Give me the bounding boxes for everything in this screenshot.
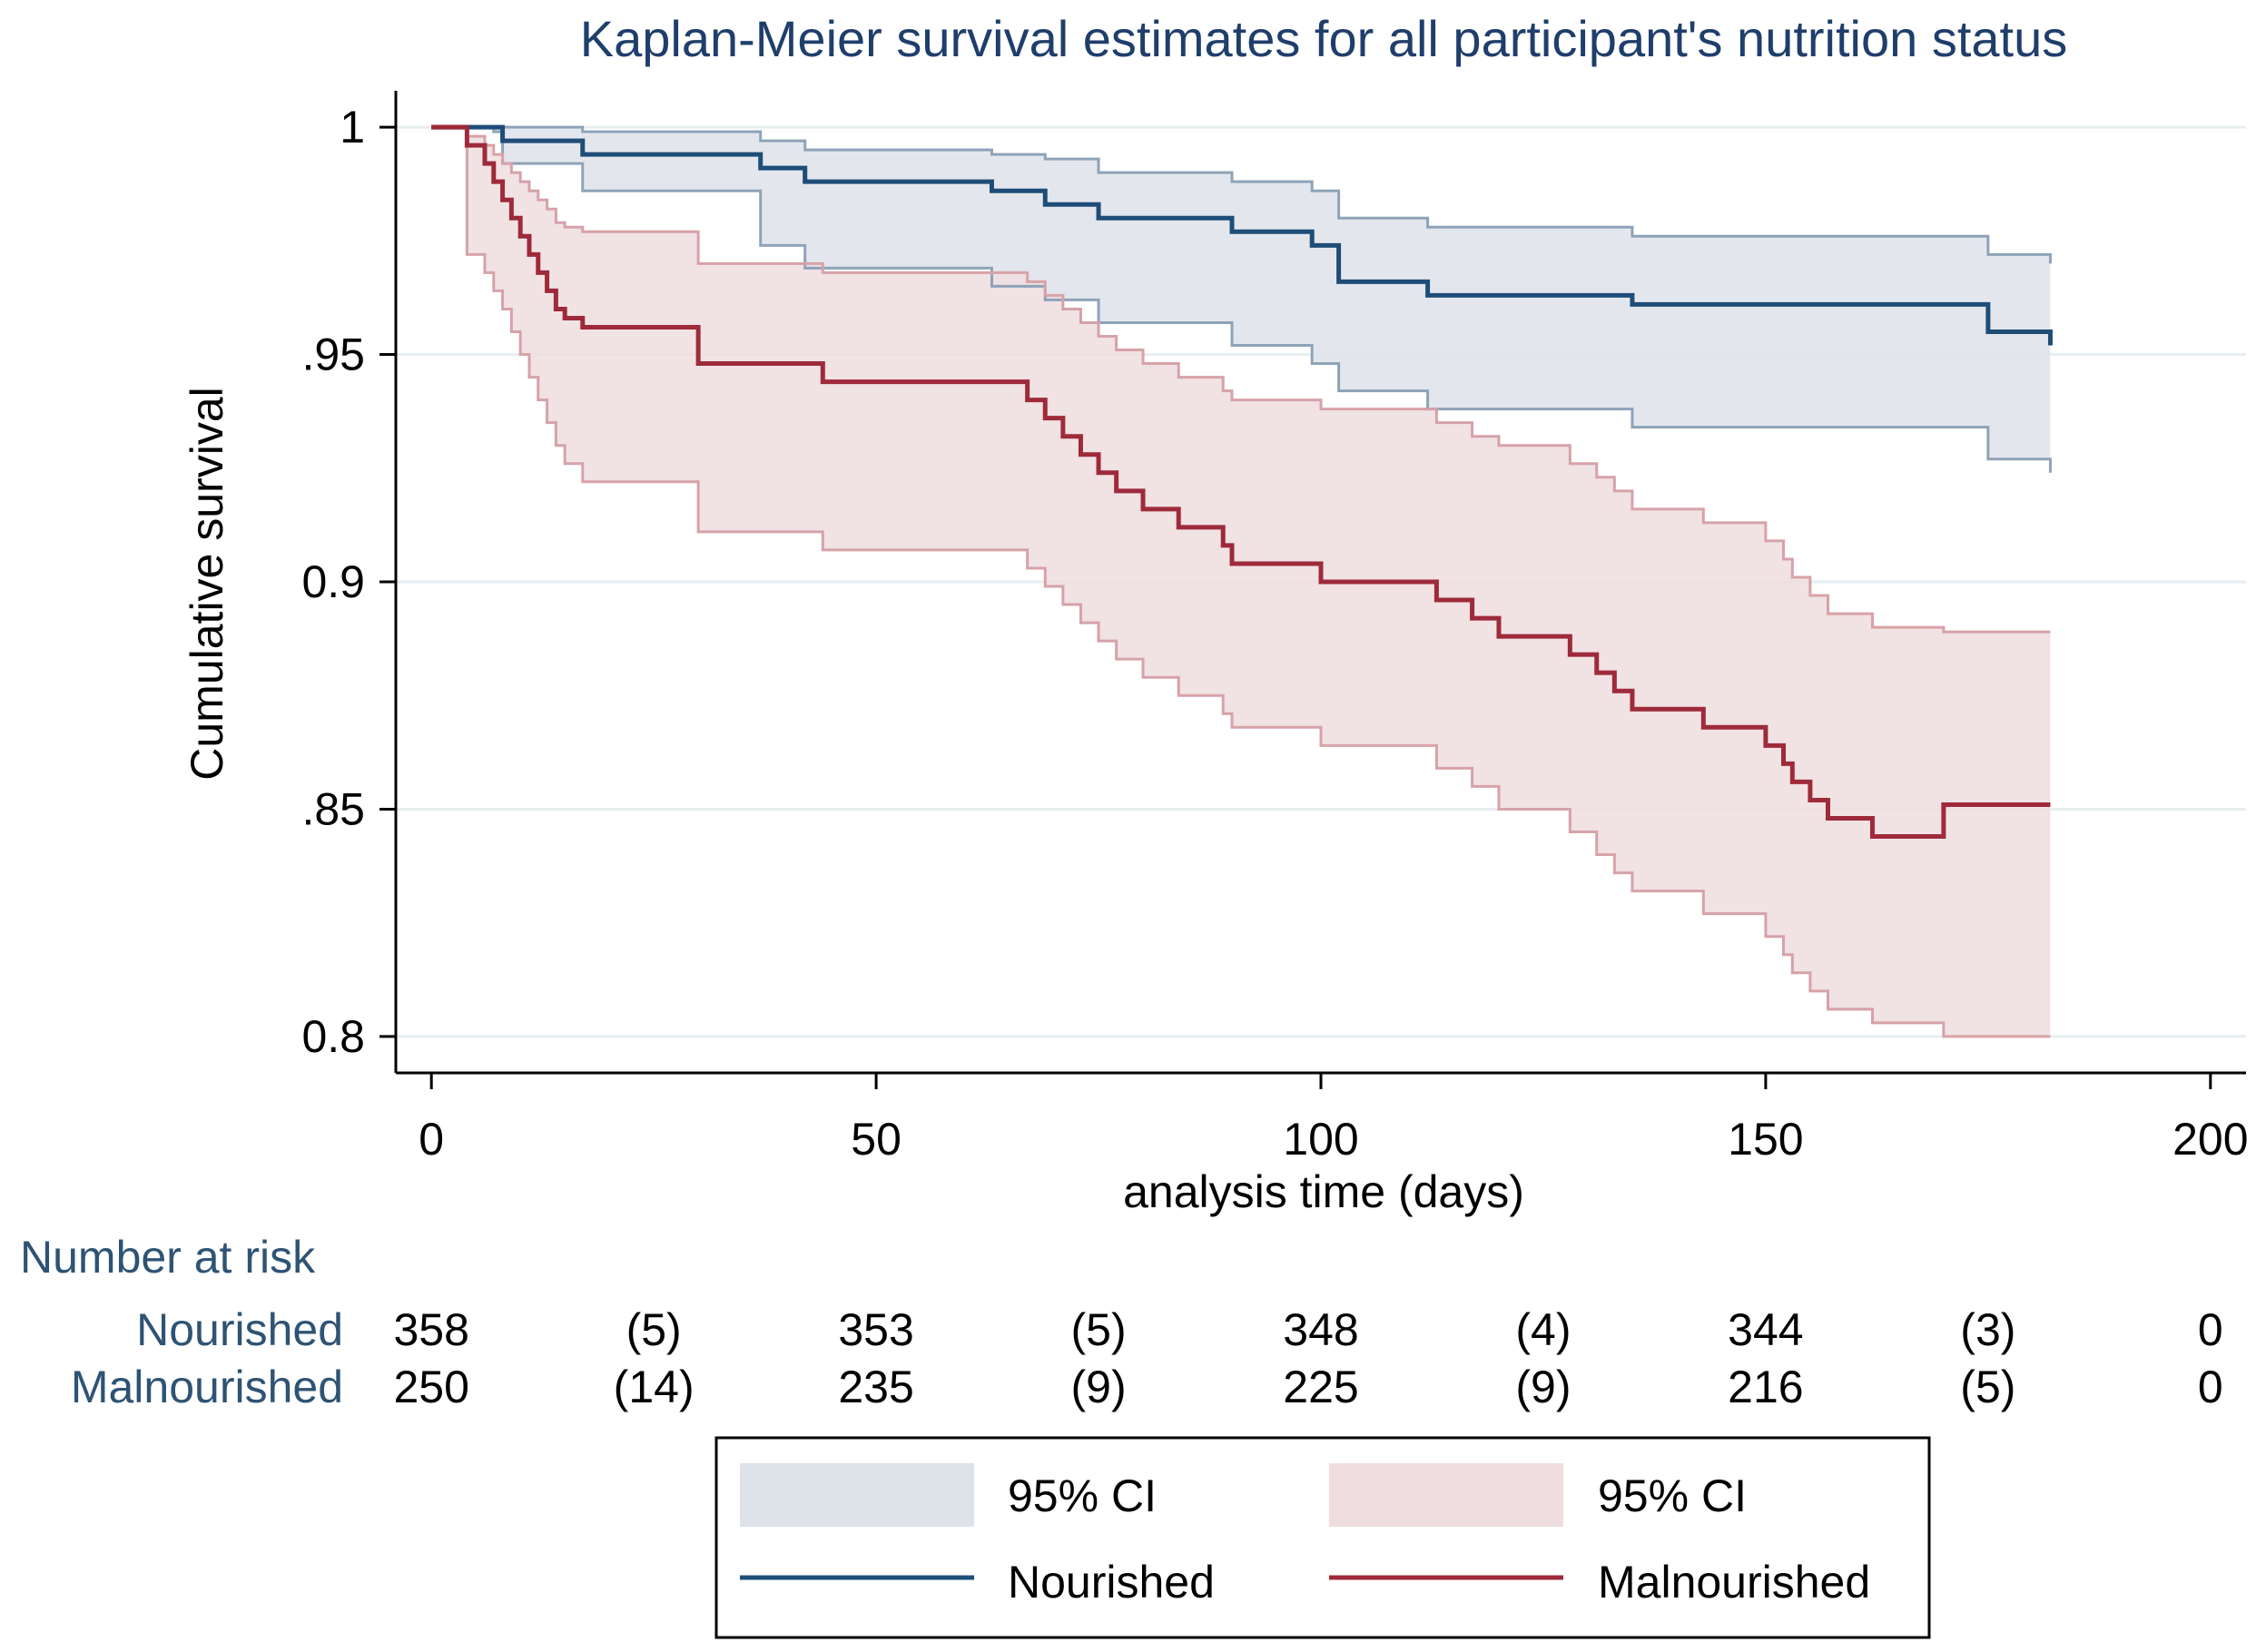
nourished-ci-lower-line: [431, 125, 2052, 473]
legend-label-1: 95% CI: [1598, 1470, 1747, 1521]
x-axis-label: analysis time (days): [1123, 1166, 1524, 1217]
risk-value-malnourished-0: 250: [393, 1362, 468, 1412]
x-tick-label-4: 200: [2172, 1114, 2248, 1165]
legend-label-3: Malnourished: [1598, 1557, 1870, 1608]
x-tick-label-2: 100: [1283, 1114, 1358, 1165]
risk-value-nourished-2: 353: [838, 1304, 913, 1355]
risk-value-malnourished-1: (14): [614, 1362, 695, 1412]
risk-value-nourished-5: (4): [1515, 1304, 1571, 1355]
nourished-ci-band: [431, 127, 2051, 473]
x-tick-label-0: 0: [419, 1114, 444, 1165]
nourished-survival-line: [431, 124, 2053, 346]
chart-title: Kaplan-Meier survival estimates for all …: [580, 10, 2068, 67]
malnourished-ci-lower-line: [431, 125, 2051, 1038]
risk-value-nourished-4: 348: [1283, 1304, 1358, 1355]
axes: 0.8 .85 0.9 .95 1 0 50 100 150 200: [301, 91, 2249, 1165]
risk-value-malnourished-5: (9): [1515, 1362, 1571, 1412]
y-tick-label-0: 0.8: [301, 1011, 365, 1062]
y-tick-label-2: 0.9: [301, 556, 365, 607]
risk-value-malnourished-2: 235: [838, 1362, 913, 1412]
risk-value-nourished-3: (5): [1070, 1304, 1126, 1355]
risk-value-nourished-6: 344: [1728, 1304, 1803, 1355]
risk-value-nourished-0: 358: [393, 1304, 468, 1355]
plot-area: [396, 124, 2246, 1038]
legend-label-0: 95% CI: [1008, 1470, 1157, 1521]
risk-value-malnourished-3: (9): [1070, 1362, 1126, 1412]
malnourished-ci-upper-line: [431, 125, 2051, 634]
number-at-risk-table: Number at risk Nourished 358 (5) 353 (5) 348 (…: [20, 1232, 2223, 1412]
risk-value-nourished-8: 0: [2198, 1304, 2223, 1355]
risk-row-label-malnourished: Malnourished: [71, 1362, 343, 1412]
risk-value-nourished-1: (5): [626, 1304, 682, 1355]
x-tick-label-1: 50: [851, 1114, 901, 1165]
risk-table-header: Number at risk: [20, 1232, 316, 1283]
risk-value-malnourished-4: 225: [1283, 1362, 1358, 1412]
x-tick-label-3: 150: [1728, 1114, 1803, 1165]
y-tick-label-4: 1: [340, 102, 365, 152]
risk-value-malnourished-6: 216: [1728, 1362, 1803, 1412]
y-tick-label-1: .85: [301, 783, 365, 834]
malnourished-survival-line: [431, 124, 2051, 840]
malnourished-ci-band: [431, 127, 2051, 1037]
legend: 95% CI 95% CI Nourished Malnourished: [714, 1436, 1931, 1639]
y-tick-label-3: .95: [301, 329, 365, 380]
risk-value-malnourished-8: 0: [2198, 1362, 2223, 1412]
y-axis-label: Cumulative survival: [182, 387, 232, 780]
legend-swatch-ci-malnourished: [1329, 1463, 1563, 1527]
risk-value-malnourished-7: (5): [1960, 1362, 2015, 1412]
risk-row-label-nourished: Nourished: [136, 1304, 343, 1355]
risk-value-nourished-7: (3): [1960, 1304, 2015, 1355]
legend-label-2: Nourished: [1008, 1557, 1215, 1608]
legend-swatch-ci-nourished: [740, 1463, 974, 1527]
nourished-ci-upper-line: [431, 125, 2052, 264]
